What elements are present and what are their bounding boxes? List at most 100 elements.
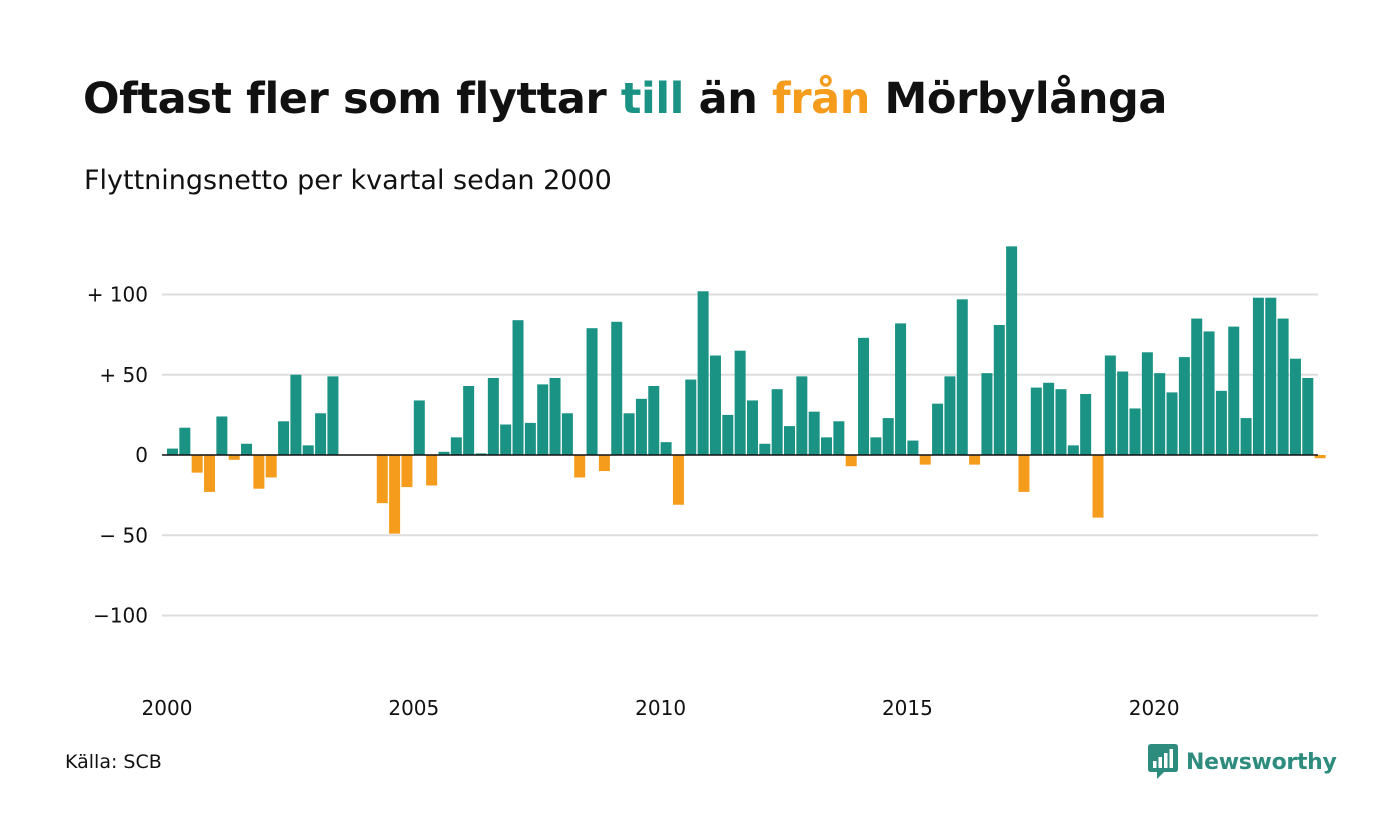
bar-negative bbox=[574, 455, 586, 478]
x-axis-labels: 2000 2005 2010 2015 2020 bbox=[142, 696, 1180, 720]
bar-negative bbox=[1018, 455, 1030, 492]
bar-positive bbox=[734, 350, 746, 456]
bar-negative bbox=[265, 455, 277, 478]
bar-negative bbox=[191, 455, 203, 473]
bar-positive bbox=[1240, 418, 1252, 455]
bar-positive bbox=[1154, 373, 1166, 455]
bar-positive bbox=[1252, 297, 1264, 455]
bar-positive bbox=[487, 377, 499, 455]
x-tick-label: 2020 bbox=[1129, 696, 1180, 720]
bar-positive bbox=[450, 437, 462, 456]
bar-positive bbox=[808, 411, 820, 456]
bar-positive bbox=[944, 376, 956, 455]
bar-positive bbox=[1104, 355, 1116, 455]
newsworthy-logo-icon bbox=[1148, 744, 1178, 779]
x-tick-label: 2005 bbox=[388, 696, 439, 720]
bar-positive bbox=[1141, 352, 1153, 455]
title-part-5: Mörbylånga bbox=[869, 74, 1168, 124]
bar-positive bbox=[784, 426, 795, 455]
bar-positive bbox=[759, 443, 771, 455]
bar-positive bbox=[746, 400, 758, 455]
bar-positive bbox=[1277, 318, 1289, 455]
bar-positive bbox=[858, 337, 870, 455]
bar-positive bbox=[796, 376, 808, 455]
bar-positive bbox=[1129, 408, 1141, 455]
bar-negative bbox=[253, 455, 265, 489]
bar-positive bbox=[981, 373, 993, 455]
bar-positive bbox=[709, 355, 721, 455]
bar-positive bbox=[413, 400, 425, 455]
bar-positive bbox=[500, 424, 512, 455]
bars bbox=[167, 246, 1326, 534]
bar-positive bbox=[1228, 326, 1240, 455]
y-tick-label: −100 bbox=[93, 604, 148, 628]
bar-positive bbox=[722, 414, 734, 456]
bar-positive bbox=[278, 421, 290, 455]
bar-positive bbox=[771, 389, 783, 455]
bar-negative bbox=[376, 455, 388, 504]
y-tick-label: 0 bbox=[135, 443, 148, 467]
bar-positive bbox=[327, 376, 339, 455]
y-axis-labels: + 100 + 50 0 − 50 −100 bbox=[87, 283, 148, 628]
bar-positive bbox=[216, 416, 228, 455]
x-tick-label: 2015 bbox=[882, 696, 933, 720]
bar-positive bbox=[315, 413, 327, 455]
bar-positive bbox=[821, 437, 833, 456]
bar-positive bbox=[623, 413, 635, 455]
bar-positive bbox=[1178, 357, 1190, 456]
bar-positive bbox=[1080, 394, 1092, 455]
bar-positive bbox=[561, 413, 573, 455]
bar-negative bbox=[204, 455, 216, 492]
bar-positive bbox=[895, 323, 907, 455]
bar-positive bbox=[635, 398, 647, 455]
bar-negative bbox=[228, 455, 240, 460]
bar-positive bbox=[179, 427, 191, 455]
bar-negative bbox=[672, 455, 684, 505]
bar-positive bbox=[302, 445, 314, 455]
bar-positive bbox=[475, 453, 487, 455]
chart-title: Oftast fler som flyttar till än från Mör… bbox=[83, 74, 1167, 124]
bar-negative bbox=[389, 455, 401, 534]
bar-negative bbox=[1314, 455, 1326, 459]
bar-negative bbox=[845, 455, 857, 467]
bar-positive bbox=[1006, 246, 1018, 455]
bar-positive bbox=[512, 320, 524, 455]
x-tick-label: 2000 bbox=[142, 696, 193, 720]
title-part-3: än bbox=[684, 74, 773, 124]
bar-positive bbox=[993, 325, 1005, 455]
bar-negative bbox=[1092, 455, 1104, 518]
logo-text: Newsworthy bbox=[1186, 749, 1337, 775]
bar-negative bbox=[426, 455, 438, 486]
bar-positive bbox=[1265, 297, 1277, 455]
bar-positive bbox=[1030, 387, 1042, 455]
title-highlight-till: till bbox=[620, 74, 685, 124]
bar-positive bbox=[697, 291, 709, 455]
bar-positive bbox=[167, 448, 178, 455]
bar-positive bbox=[1215, 390, 1227, 455]
bar-positive bbox=[463, 385, 475, 456]
chart-subtitle: Flyttningsnetto per kvartal sedan 2000 bbox=[84, 165, 612, 196]
bar-positive bbox=[956, 299, 968, 455]
y-tick-label: + 50 bbox=[99, 363, 148, 387]
bar-positive bbox=[907, 440, 919, 456]
title-part-1: Oftast fler som flyttar bbox=[83, 74, 621, 124]
bar-positive bbox=[1203, 331, 1215, 455]
bar-positive bbox=[290, 374, 302, 455]
x-tick-label: 2010 bbox=[635, 696, 686, 720]
bar-negative bbox=[401, 455, 413, 488]
bar-positive bbox=[1117, 371, 1129, 455]
bar-positive bbox=[611, 321, 623, 455]
bar-positive bbox=[870, 437, 882, 456]
bar-negative bbox=[598, 455, 610, 472]
bar-positive bbox=[586, 328, 598, 455]
bar-positive bbox=[660, 442, 672, 455]
y-tick-label: + 100 bbox=[87, 283, 148, 307]
bar-positive bbox=[524, 422, 536, 455]
bar-positive bbox=[241, 443, 253, 455]
bar-positive bbox=[648, 385, 660, 456]
newsworthy-logo: Newsworthy bbox=[1148, 744, 1337, 780]
title-highlight-fran: från bbox=[772, 74, 870, 124]
y-tick-label: − 50 bbox=[99, 523, 148, 547]
bar-positive bbox=[685, 379, 697, 455]
bar-positive bbox=[833, 421, 845, 455]
